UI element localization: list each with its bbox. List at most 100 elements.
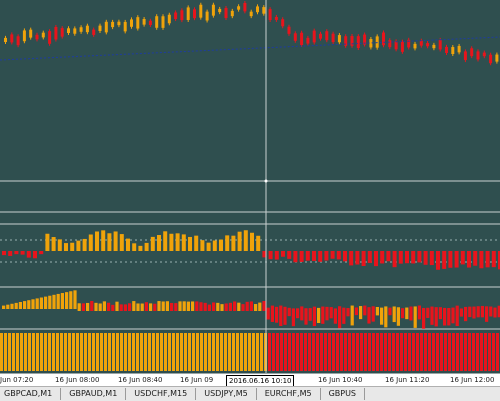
price-candle xyxy=(211,4,215,16)
price-candle xyxy=(331,33,335,43)
indicator-1-bar xyxy=(194,235,199,251)
price-candle xyxy=(237,6,241,10)
indicator-2-bar xyxy=(132,301,136,311)
indicator-2-bar xyxy=(224,303,228,311)
price-chart[interactable] xyxy=(0,0,500,386)
indicator-2-bar xyxy=(493,307,497,318)
chart-tab[interactable]: USDJPY,M5 xyxy=(196,388,257,400)
indicator-1-bar xyxy=(82,238,87,251)
chart-tab[interactable]: USDCHF,M15 xyxy=(126,388,197,400)
price-candle xyxy=(457,45,461,53)
trend-strip-cell xyxy=(340,333,343,371)
trend-strip-cell xyxy=(224,333,227,371)
moving-average-line xyxy=(0,36,500,61)
trend-strip-cell xyxy=(296,333,299,371)
indicator-1-bar xyxy=(498,251,500,270)
indicator-1-bar xyxy=(14,251,19,255)
trend-strip-cell xyxy=(344,333,347,371)
trend-strip-cell xyxy=(192,333,195,371)
indicator-1-bar xyxy=(268,251,273,260)
price-candle xyxy=(224,8,228,18)
trend-strip-cell xyxy=(448,333,451,371)
price-candle xyxy=(73,28,77,34)
indicator-2-bar xyxy=(161,301,165,311)
trend-strip-cell xyxy=(236,333,239,371)
price-candle xyxy=(495,54,499,62)
trend-strip-cell xyxy=(92,333,95,371)
indicator-2-bar xyxy=(136,303,140,311)
indicator-1-bar xyxy=(287,251,292,259)
trend-strip-cell xyxy=(152,333,155,371)
trend-strip-cell xyxy=(108,333,111,371)
price-candle xyxy=(174,12,178,20)
indicator-2-bar xyxy=(182,301,186,311)
indicator-1-bar xyxy=(243,230,248,251)
trend-strip-cell xyxy=(208,333,211,371)
indicator-1-bar xyxy=(119,234,124,251)
indicator-1-bar xyxy=(392,251,397,268)
trend-strip-cell xyxy=(196,333,199,371)
indicator-1-bar xyxy=(231,235,236,251)
trend-strip-cell xyxy=(60,333,63,371)
chart-tab[interactable]: EURCHF,M5 xyxy=(257,388,321,400)
price-candle xyxy=(300,32,304,46)
price-candle xyxy=(482,52,486,57)
trend-strip-cell xyxy=(48,333,51,371)
indicator-2-bar xyxy=(69,291,73,309)
indicator-2-bar xyxy=(266,307,270,320)
indicator-2-bar xyxy=(388,307,392,316)
chart-window[interactable]: Jun 07:20 16 Jun 08:00 16 Jun 08:40 16 J… xyxy=(0,0,500,386)
indicator-2-bar xyxy=(195,301,199,311)
trend-strip-cell xyxy=(472,333,475,371)
trend-strip-cell xyxy=(244,333,247,371)
trend-strip-cell xyxy=(432,333,435,371)
chart-tab[interactable]: GBPUS xyxy=(321,388,366,400)
trend-strip-cell xyxy=(312,333,315,371)
price-candle xyxy=(35,34,39,40)
indicator-2-bar xyxy=(363,305,367,316)
indicator-2-bar xyxy=(401,308,405,319)
indicator-2-bar xyxy=(86,302,90,311)
indicator-2-bar xyxy=(140,303,144,311)
trend-strip-cell xyxy=(260,333,263,371)
indicator-2-bar xyxy=(52,294,56,309)
trend-strip-cell xyxy=(212,333,215,371)
indicator-2-bar xyxy=(443,307,447,326)
indicator-2-bar xyxy=(275,306,279,323)
indicator-2-bar xyxy=(489,306,493,317)
price-candle xyxy=(438,39,442,50)
indicator-1-bar xyxy=(2,251,6,256)
trend-strip-cell xyxy=(164,333,167,371)
indicator-1-bar xyxy=(467,251,471,268)
indicator-2-bar xyxy=(459,308,463,317)
chart-tab[interactable]: GBPAUD,M1 xyxy=(61,388,127,400)
trend-strip-cell xyxy=(116,333,119,371)
indicator-2-bar xyxy=(119,304,123,311)
trend-strip-cell xyxy=(228,333,231,371)
price-candle xyxy=(4,37,7,43)
price-candle xyxy=(92,29,96,35)
indicator-1-bar xyxy=(436,251,440,270)
trend-strip-cell xyxy=(400,333,403,371)
indicator-2-bar xyxy=(60,293,64,309)
indicator-2-bar xyxy=(128,303,132,311)
indicator-2-bar xyxy=(48,295,52,309)
trend-strip-cell xyxy=(308,333,311,371)
indicator-2-bar xyxy=(417,305,421,320)
indicator-2-bar xyxy=(178,301,182,311)
indicator-1-bar xyxy=(479,251,484,269)
price-candle xyxy=(193,9,196,19)
indicator-1-bar xyxy=(367,251,372,263)
chart-tab[interactable]: GBPCAD,M1 xyxy=(0,388,62,400)
indicator-2-bar xyxy=(186,301,190,311)
price-candle xyxy=(306,37,310,44)
indicator-2-bar xyxy=(174,303,178,311)
indicator-1-bar xyxy=(126,238,130,251)
panel-separators[interactable] xyxy=(0,180,500,330)
indicator-2-bar xyxy=(455,305,459,327)
indicator-1-bar xyxy=(95,231,99,251)
indicator-2-bar xyxy=(115,301,119,311)
indicator-2-bar xyxy=(149,303,153,311)
price-candle xyxy=(350,36,354,46)
indicator-2-bar xyxy=(203,302,207,311)
